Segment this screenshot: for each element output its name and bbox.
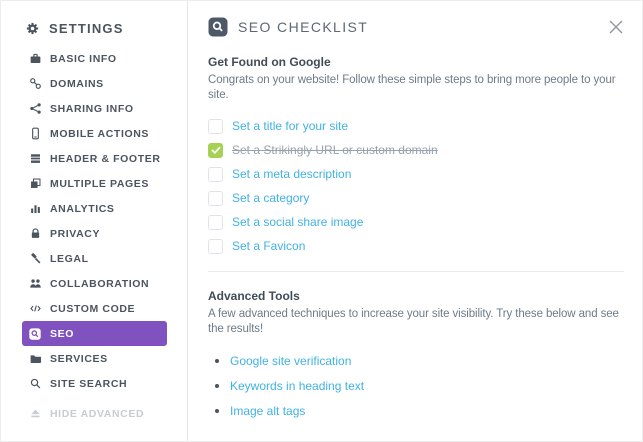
checkbox-checked[interactable] [208, 142, 223, 158]
checkbox-unchecked[interactable] [208, 166, 223, 182]
checklist-item-favicon: Set a Favicon [208, 234, 624, 258]
sidebar-item-collaboration[interactable]: COLLABORATION [22, 271, 167, 296]
panel-header: SEO CHECKLIST [208, 16, 624, 38]
sidebar-item-privacy[interactable]: PRIVACY [22, 221, 167, 246]
bullet-dot [215, 383, 219, 388]
sidebar-item-label: MOBILE ACTIONS [50, 127, 150, 140]
share-icon [28, 102, 42, 116]
advanced-link[interactable]: Keywords in heading text [230, 378, 365, 393]
sidebar-item-label: DOMAINS [50, 77, 104, 90]
checkbox-unchecked[interactable] [208, 190, 223, 206]
sidebar-item-legal[interactable]: LEGAL [22, 246, 167, 271]
sidebar-item-services[interactable]: SERVICES [22, 346, 167, 371]
smartphone-icon [28, 127, 42, 141]
people-icon [28, 277, 42, 291]
sidebar-item-label: MULTIPLE PAGES [50, 177, 150, 190]
advanced-item-keywords: Keywords in heading text [215, 373, 624, 398]
sidebar-nav: BASIC INFO DOMAINS SHARING INFO MOBILE A… [1, 46, 187, 426]
get-found-description: Congrats on your website! Follow these s… [208, 74, 616, 101]
checklist-item-social-share-image: Set a social share image [208, 210, 624, 234]
code-icon [28, 302, 42, 316]
sidebar-item-label: PRIVACY [50, 227, 101, 240]
pages-icon [28, 177, 42, 191]
sidebar-item-multiple-pages[interactable]: MULTIPLE PAGES [22, 171, 167, 196]
briefcase-icon [28, 52, 42, 66]
sidebar-item-sharing-info[interactable]: SHARING INFO [22, 96, 167, 121]
advanced-tools-description: A few advanced techniques to increase yo… [208, 308, 619, 335]
checkbox-unchecked[interactable] [208, 214, 223, 230]
bullet-dot [215, 408, 219, 413]
seo-checklist: Set a title for your site Set a Striking… [208, 114, 624, 258]
checklist-item-title: Set a title for your site [208, 114, 624, 138]
eject-icon [28, 407, 42, 421]
sidebar-item-mobile-actions[interactable]: MOBILE ACTIONS [22, 121, 167, 146]
advanced-item-image-alt-tags: Image alt tags [215, 398, 624, 423]
sidebar-item-label: HEADER & FOOTER [50, 152, 161, 165]
bullet-dot [215, 358, 219, 363]
sidebar-item-label: SHARING INFO [50, 102, 134, 115]
seo-box-icon [28, 327, 42, 341]
checkbox-unchecked[interactable] [208, 238, 223, 254]
checklist-link[interactable]: Set a Favicon [232, 239, 306, 253]
advanced-tools-list: Google site verification Keywords in hea… [208, 348, 624, 423]
settings-header: SETTINGS [1, 16, 187, 40]
advanced-item-google-verification: Google site verification [215, 348, 624, 373]
sidebar-item-label: ANALYTICS [50, 202, 115, 215]
sidebar-item-analytics[interactable]: ANALYTICS [22, 196, 167, 221]
gear-icon [24, 20, 40, 36]
sidebar-item-label: COLLABORATION [50, 277, 150, 290]
sidebar-item-label: SERVICES [50, 352, 108, 365]
checkbox-unchecked[interactable] [208, 118, 223, 134]
checklist-link[interactable]: Set a meta description [232, 167, 352, 181]
sidebar-item-site-search[interactable]: SITE SEARCH [22, 371, 167, 396]
sidebar-item-domains[interactable]: DOMAINS [22, 71, 167, 96]
sidebar-item-label: BASIC INFO [50, 52, 117, 65]
sidebar-item-label: HIDE ADVANCED [50, 407, 145, 420]
sidebar-item-seo[interactable]: SEO [22, 321, 167, 346]
gavel-icon [28, 252, 42, 266]
checklist-item-category: Set a category [208, 186, 624, 210]
advanced-link[interactable]: Image alt tags [230, 403, 306, 418]
sidebar-item-label: SITE SEARCH [50, 377, 128, 390]
settings-title: SETTINGS [49, 20, 124, 36]
search-icon [28, 377, 42, 391]
sidebar-item-label: CUSTOM CODE [50, 302, 136, 315]
sidebar-item-custom-code[interactable]: CUSTOM CODE [22, 296, 167, 321]
checklist-item-meta-description: Set a meta description [208, 162, 624, 186]
checklist-link[interactable]: Set a title for your site [232, 119, 349, 133]
seo-badge-icon [208, 17, 228, 37]
folder-icon [28, 352, 42, 366]
sidebar-item-basic-info[interactable]: BASIC INFO [22, 46, 167, 71]
settings-sidebar: SETTINGS BASIC INFO DOMAINS SHARING INFO [1, 1, 188, 441]
bar-chart-icon [28, 202, 42, 216]
get-found-heading: Get Found on Google [208, 55, 331, 69]
checklist-link[interactable]: Set a Strikingly URL or custom domain [232, 143, 438, 157]
seo-checklist-panel: SEO CHECKLIST Get Found on Google Congra… [188, 1, 642, 441]
advanced-tools-heading: Advanced Tools [208, 289, 300, 303]
sidebar-item-label: SEO [50, 327, 74, 340]
sidebar-item-label: LEGAL [50, 252, 89, 265]
checklist-link[interactable]: Set a category [232, 191, 310, 205]
advanced-link[interactable]: Google site verification [230, 353, 352, 368]
header-footer-icon [28, 152, 42, 166]
sidebar-item-header-footer[interactable]: HEADER & FOOTER [22, 146, 167, 171]
section-divider [208, 271, 624, 272]
lock-icon [28, 227, 42, 241]
panel-title: SEO CHECKLIST [238, 19, 369, 35]
close-icon[interactable] [608, 19, 624, 35]
sidebar-item-hide-advanced[interactable]: HIDE ADVANCED [22, 401, 167, 426]
checklist-item-url: Set a Strikingly URL or custom domain [208, 138, 624, 162]
link-icon [28, 77, 42, 91]
checklist-link[interactable]: Set a social share image [232, 215, 364, 229]
